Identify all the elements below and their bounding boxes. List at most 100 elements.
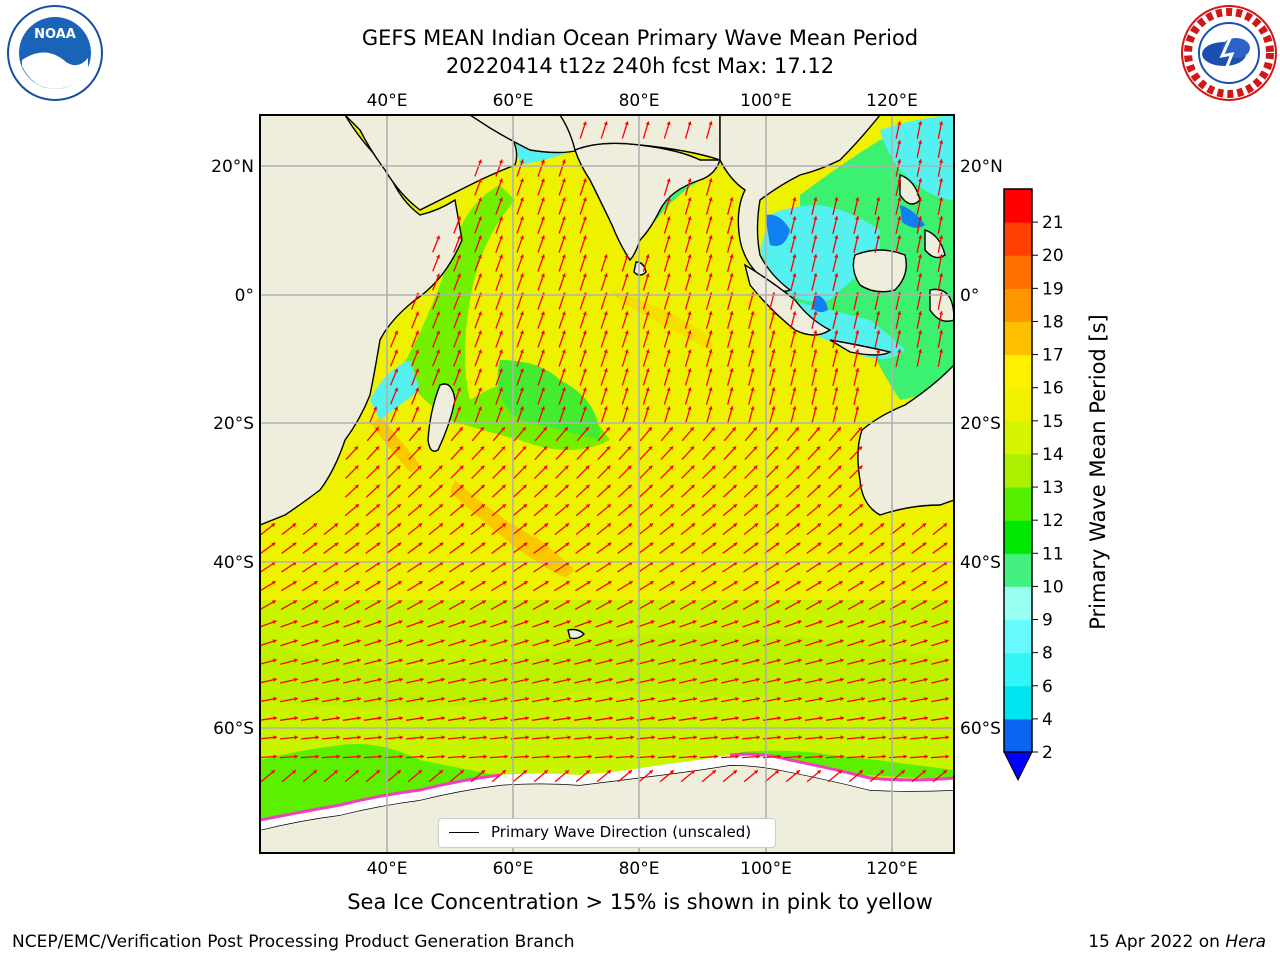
wave-arrow-head [708,254,713,259]
wave-arrow-head [483,716,487,721]
colorbar-tick-label: 13 [1042,478,1064,498]
wave-arrow-head [630,716,634,721]
wave-arrow-head [522,465,527,470]
borneo [852,249,907,293]
wave-arrow-head [540,349,545,354]
wave-arrow-head [792,349,797,354]
wave-arrow-head [441,735,445,740]
wave-arrow-head [939,121,944,125]
wave-arrow-head [523,523,528,528]
wave-arrow-head [314,658,319,663]
wave-arrow-head [687,387,692,392]
wave-arrow-head [519,159,524,164]
wave-arrow-head [816,504,821,508]
wave-arrow-head [834,216,839,220]
wave-arrow-head [876,330,881,334]
wave-arrow-head [693,754,697,759]
wave-arrow-head [792,273,797,278]
wave-arrow-head [671,639,676,644]
wave-arrow-head [377,639,382,644]
lat-tick-left: 0° [235,286,254,306]
wave-arrow-head [503,658,508,663]
wave-arrow-head [273,754,277,759]
wave-arrow-head [334,523,339,528]
wave-arrow-head [504,677,508,682]
wave-arrow-head [816,770,821,774]
wave-arrow-head [733,523,738,528]
wave-arrow-head [624,273,629,278]
wave-arrow-head [498,216,503,221]
wave-arrow-head [813,273,818,277]
wave-arrow-head [939,273,944,277]
wave-arrow-head [795,484,800,489]
wave-arrow-head [628,600,633,605]
wave-arrow-head [796,542,801,547]
wave-arrow-head [732,465,737,470]
wave-arrow-head [879,770,884,774]
wave-arrow-head [672,696,676,702]
colorbar-tick-label: 11 [1042,544,1064,564]
wave-arrow-head [540,216,545,221]
wave-arrow-head [666,368,671,373]
wave-arrow-head [650,639,655,644]
wave-arrow-head [565,581,570,585]
wave-arrow-head [897,178,902,182]
wave-arrow-head [522,770,527,774]
colorbar-block [1004,652,1032,687]
wave-arrow-head [690,427,694,432]
wave-arrow-head [708,311,713,316]
wave-arrow-head [855,330,860,334]
wave-arrow-head [754,523,759,528]
wave-arrow-head [834,406,839,410]
colorbar-tick-label: 16 [1042,379,1064,399]
wave-arrow-head [734,639,739,644]
wave-arrow-head [839,658,844,663]
wave-arrow-head [944,620,949,625]
wave-arrow-head [609,696,613,702]
wave-arrow-head [459,770,464,774]
wave-arrow-head [945,677,949,682]
wave-arrow-head [918,349,923,353]
wave-arrow-head [796,523,801,528]
wave-arrow-head [378,735,382,740]
wave-arrow-head [775,523,780,528]
wave-arrow-head [708,273,713,278]
wave-arrow-head [708,406,713,411]
colorbar-block [1004,487,1032,521]
wave-arrow-head [897,159,902,163]
wave-arrow-head [607,542,612,547]
wave-arrow-head [292,600,297,605]
wave-arrow-head [771,311,776,316]
wave-arrow-head [774,484,779,489]
wave-arrow-head [540,159,545,164]
wave-arrow-head [876,216,881,220]
wave-arrow-head [271,600,276,605]
wave-arrow-head [540,235,545,240]
wave-arrow-head [792,330,797,335]
wave-arrow-head [519,311,524,316]
wave-arrow-head [816,427,820,432]
wave-arrow-head [624,406,629,411]
colorbar-block [1004,222,1032,256]
wave-arrow-head [585,504,590,508]
wave-arrow-head [399,735,403,740]
wave-arrow-head [397,523,402,528]
wave-arrow-head [498,368,503,373]
wave-arrow-head [375,446,380,451]
wave-arrow-head [478,197,482,202]
wave-arrow-head [672,735,676,740]
lon-tick-top: 80°E [619,91,660,111]
wave-arrow-head [944,639,949,644]
wave-arrow-head [355,562,360,566]
wave-arrow-head [271,523,276,528]
wave-arrow-head [439,542,444,547]
wave-arrow-head [687,273,692,278]
wave-arrow-head [840,696,844,702]
wave-arrow-head [418,600,423,605]
wave-arrow-head [691,523,696,528]
wave-arrow-head [713,639,718,644]
wave-arrow-head [540,197,545,202]
wave-arrow-head [373,406,378,411]
wave-arrow-head [711,770,716,774]
wave-arrow-head [712,600,717,605]
